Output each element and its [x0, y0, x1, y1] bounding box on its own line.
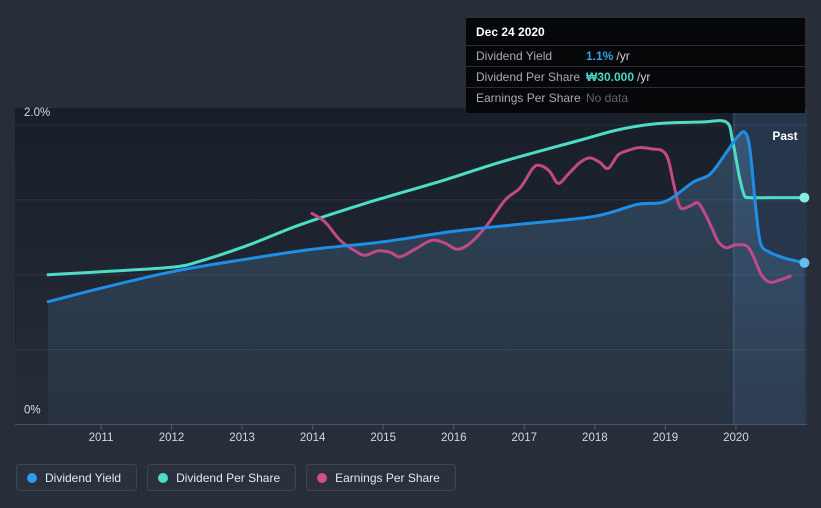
tooltip-label: Dividend Per Share — [476, 70, 581, 84]
end-dot-dividend-per-share[interactable] — [799, 192, 810, 203]
past-label: Past — [772, 129, 797, 143]
series-line-earnings-per-share — [310, 145, 792, 284]
tooltip-row-dividend-per-share: Dividend Per Share ₩30.000 /yr — [466, 66, 805, 87]
series-line-dividend-per-share — [46, 119, 806, 277]
series-line-dividend-yield — [46, 130, 806, 304]
y-axis-label: 0% — [24, 405, 41, 417]
x-axis-label: 2012 — [159, 432, 185, 444]
y-axis-label: 2.0% — [24, 107, 50, 119]
tooltip-unit: /yr — [616, 49, 630, 63]
chart-tooltip: Dec 24 2020 Dividend Yield 1.1% /yr Divi… — [466, 18, 805, 113]
dividend-per-share-dot-icon — [158, 472, 169, 483]
tooltip-value: ₩30.000 — [586, 70, 635, 84]
end-dot-dividend-yield[interactable] — [799, 257, 810, 268]
tooltip-value: No data — [586, 91, 629, 105]
earnings-per-share-dot-icon — [317, 472, 328, 483]
x-axis-label: 2011 — [89, 432, 114, 444]
legend-item-earnings-per-share[interactable]: Earnings Per Share — [306, 464, 456, 491]
dividend-yield-dot-icon — [27, 472, 37, 483]
x-axis-label: 2013 — [229, 432, 255, 444]
x-axis-label: 2014 — [300, 432, 326, 444]
legend-label: Dividend Per Share — [176, 470, 281, 485]
tooltip-label: Dividend Yield — [476, 49, 553, 63]
x-axis-label: 2017 — [512, 432, 538, 444]
x-axis-label: 2015 — [370, 432, 396, 444]
x-axis-label: 2020 — [723, 432, 749, 444]
tooltip-unit: /yr — [637, 70, 651, 84]
area-dividend-yield — [48, 131, 805, 425]
tooltip-date: Dec 24 2020 — [476, 25, 545, 39]
dividend-history-chart[interactable]: 2.0% 0% 2011 2012 2013 2014 2015 2016 2017 2018 20… — [0, 0, 821, 455]
tooltip-row-earnings-per-share: Earnings Per Share No data — [466, 87, 805, 108]
legend-item-dividend-per-share[interactable]: Dividend Per Share — [147, 464, 297, 491]
x-axis-label: 2018 — [582, 432, 608, 444]
x-axis-label: 2019 — [653, 432, 679, 444]
chart-legend: Dividend Yield Dividend Per Share Earnin… — [16, 464, 456, 491]
legend-label: Dividend Yield — [45, 470, 122, 485]
legend-item-dividend-yield[interactable]: Dividend Yield — [16, 464, 138, 491]
legend-label: Earnings Per Share — [335, 470, 440, 485]
tooltip-value: 1.1% — [586, 49, 614, 63]
x-axis-label: 2016 — [441, 432, 467, 444]
tooltip-row-dividend-yield: Dividend Yield 1.1% /yr — [466, 45, 805, 66]
tooltip-label: Earnings Per Share — [476, 91, 581, 105]
